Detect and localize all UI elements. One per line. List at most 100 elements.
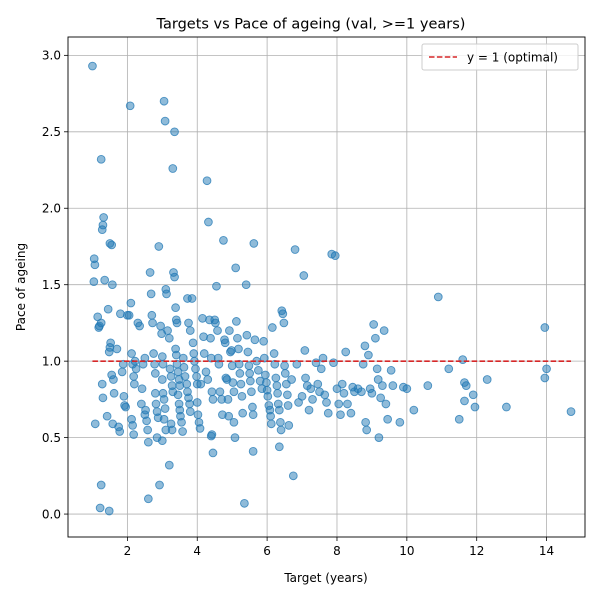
data-point: [219, 236, 228, 245]
data-point: [300, 346, 310, 355]
data-point: [159, 414, 169, 424]
data-point: [143, 437, 153, 447]
data-point: [171, 303, 180, 312]
data-point: [96, 154, 106, 164]
data-point: [234, 359, 244, 369]
data-point: [383, 414, 392, 424]
data-point: [187, 294, 197, 303]
data-point: [304, 405, 314, 415]
data-point: [229, 387, 239, 397]
data-point: [160, 116, 170, 126]
data-point: [271, 373, 281, 383]
data-point: [162, 289, 171, 299]
x-axis-ticks: 2 4 6 8 10 12 14: [124, 537, 554, 558]
data-point: [156, 321, 165, 331]
data-point: [150, 359, 159, 369]
data-point: [339, 388, 349, 398]
plot-frame: [67, 36, 586, 538]
data-point: [364, 350, 373, 360]
data-point: [189, 349, 199, 358]
legend: y = 1 (optimal): [421, 43, 579, 71]
data-point: [208, 395, 218, 404]
data-point: [178, 353, 188, 363]
data-point: [376, 393, 385, 403]
y-tick-label: 2.5: [42, 125, 61, 139]
data-point: [129, 372, 139, 381]
y-axis-ticks: 0.0 0.5 1.0 1.5 2.0 2.5 3.0: [42, 49, 68, 521]
data-point: [470, 402, 480, 412]
data-point: [177, 417, 186, 427]
data-point: [266, 419, 276, 429]
data-point: [102, 411, 112, 421]
data-point: [165, 364, 175, 374]
data-point: [89, 277, 99, 286]
data-point: [269, 349, 279, 358]
data-point: [150, 388, 160, 398]
data-point: [157, 436, 167, 446]
y-tick-label: 0.0: [42, 507, 61, 521]
data-point: [374, 433, 384, 442]
data-point: [306, 384, 316, 394]
data-point: [297, 391, 307, 401]
data-point: [160, 404, 170, 413]
data-point: [337, 379, 347, 389]
data-point: [109, 388, 119, 398]
data-point: [201, 367, 211, 377]
data-point: [126, 298, 136, 308]
data-point: [173, 390, 183, 400]
data-point: [378, 381, 387, 390]
data-point: [159, 395, 169, 404]
data-point: [542, 364, 551, 374]
data-point: [372, 364, 382, 374]
data-point: [245, 369, 254, 378]
data-point: [329, 358, 338, 368]
data-point: [145, 268, 155, 277]
data-point: [266, 411, 275, 421]
data-point: [129, 430, 139, 439]
data-point: [159, 96, 169, 106]
data-point: [213, 326, 222, 335]
data-point: [229, 417, 239, 427]
data-point: [540, 323, 550, 332]
data-point: [369, 320, 379, 329]
data-point: [147, 310, 157, 320]
data-point: [202, 176, 212, 186]
legend-label: y = 1 (optimal): [467, 51, 558, 65]
data-point: [540, 373, 550, 383]
data-point: [185, 399, 194, 409]
data-point: [276, 417, 285, 427]
data-point: [214, 359, 224, 369]
data-point: [283, 390, 292, 400]
data-point: [388, 381, 398, 390]
y-tick-label: 3.0: [42, 49, 61, 63]
y-axis-label: Pace of ageing: [14, 243, 28, 331]
data-point: [150, 369, 160, 378]
data-point: [299, 271, 309, 280]
data-point: [198, 313, 207, 323]
data-point: [288, 471, 298, 481]
data-point: [287, 375, 296, 384]
data-point: [243, 347, 253, 357]
data-point: [204, 217, 213, 227]
data-point: [199, 349, 209, 358]
data-point: [245, 376, 255, 386]
data-point: [223, 395, 233, 404]
data-point: [215, 387, 225, 397]
y-tick-label: 0.5: [42, 431, 61, 445]
data-point: [157, 375, 167, 384]
data-point: [250, 335, 260, 345]
data-point: [211, 318, 220, 328]
data-point: [341, 347, 351, 357]
data-point: [276, 425, 286, 435]
data-point: [274, 442, 284, 452]
data-point: [248, 410, 258, 420]
data-point: [148, 318, 157, 328]
x-tick-label: 4: [193, 544, 201, 558]
data-point: [454, 414, 464, 424]
data-point: [154, 242, 164, 251]
data-point: [334, 399, 344, 409]
data-point: [395, 417, 405, 427]
data-point: [180, 372, 190, 381]
data-point: [346, 408, 356, 418]
data-point: [313, 379, 323, 389]
